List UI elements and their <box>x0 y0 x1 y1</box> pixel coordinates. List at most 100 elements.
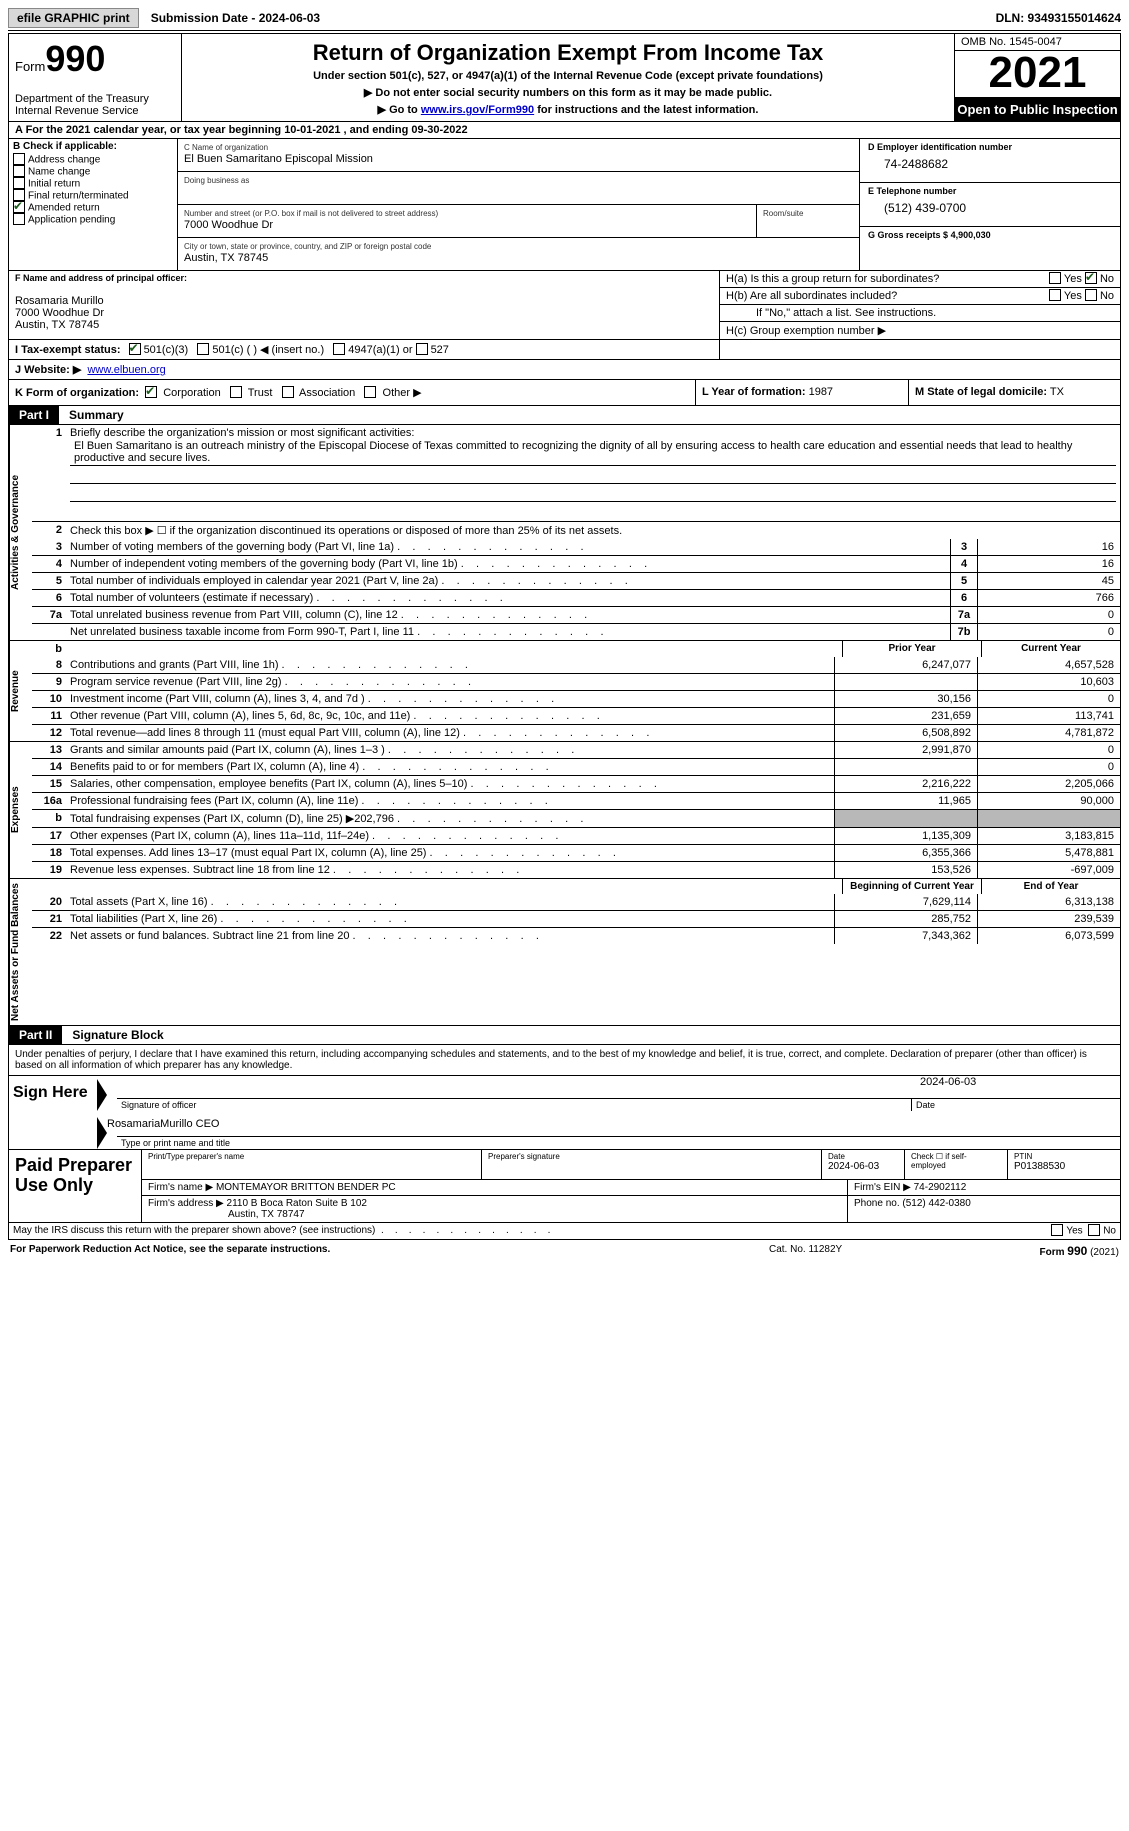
summary-row-16a: 16a Professional fundraising fees (Part … <box>32 792 1120 809</box>
hb-label: H(b) Are all subordinates included? <box>726 290 1049 302</box>
org-name: El Buen Samaritano Episcopal Mission <box>184 153 373 165</box>
side-net: Net Assets or Fund Balances <box>9 879 32 1025</box>
form-subtitle: Under section 501(c), 527, or 4947(a)(1)… <box>190 70 946 82</box>
col-eoy: End of Year <box>981 879 1120 894</box>
hb-note: If "No," attach a list. See instructions… <box>726 307 1114 319</box>
check-initial-return[interactable]: Initial return <box>13 178 173 190</box>
check-application-pending[interactable]: Application pending <box>13 214 173 226</box>
org-name-label: C Name of organization <box>184 143 268 152</box>
summary-row-21: 21 Total liabilities (Part X, line 26) 2… <box>32 910 1120 927</box>
part1-tag: Part I <box>9 406 59 424</box>
city-label: City or town, state or province, country… <box>184 242 431 251</box>
other-checkbox[interactable] <box>364 386 376 398</box>
discuss-no[interactable] <box>1088 1224 1100 1236</box>
org-city: Austin, TX 78745 <box>184 252 268 264</box>
firm-phone: (512) 442-0380 <box>902 1198 970 1209</box>
trust-checkbox[interactable] <box>230 386 242 398</box>
officer-label: F Name and address of principal officer: <box>15 273 713 283</box>
summary-row-18: 18 Total expenses. Add lines 13–17 (must… <box>32 844 1120 861</box>
sig-date-label: Date <box>911 1099 1120 1111</box>
l-label: L Year of formation: <box>702 386 806 398</box>
line2-discontinued: Check this box ▶ ☐ if the organization d… <box>66 522 1120 539</box>
summary-expenses: Expenses 13 Grants and similar amounts p… <box>8 742 1121 879</box>
goto-note: ▶ Go to www.irs.gov/Form990 for instruct… <box>190 103 946 116</box>
check-final-return-terminated[interactable]: Final return/terminated <box>13 190 173 202</box>
summary-activities: Activities & Governance 1 Briefly descri… <box>8 425 1121 641</box>
col-de: D Employer identification number 74-2488… <box>859 139 1120 270</box>
dept-treasury: Department of the Treasury Internal Reve… <box>15 93 175 117</box>
assoc-checkbox[interactable] <box>282 386 294 398</box>
ein-value: 74-2488682 <box>868 153 1112 171</box>
summary-net: Net Assets or Fund Balances Beginning of… <box>8 879 1121 1026</box>
col-c-org: C Name of organization El Buen Samaritan… <box>178 139 859 270</box>
corp-checkbox[interactable] <box>145 386 157 398</box>
paperwork-notice: For Paperwork Reduction Act Notice, see … <box>10 1244 769 1258</box>
mission-label: Briefly describe the organization's miss… <box>70 427 414 439</box>
section-fh: F Name and address of principal officer:… <box>8 271 1121 340</box>
check-address-change[interactable]: Address change <box>13 154 173 166</box>
cat-no: Cat. No. 11282Y <box>769 1244 969 1258</box>
form-number: Form990 <box>15 38 175 80</box>
addr-label: Number and street (or P.O. box if mail i… <box>184 209 438 218</box>
527-checkbox[interactable] <box>416 343 428 355</box>
summary-row-4: 4 Number of independent voting members o… <box>32 555 1120 572</box>
form-ref: Form 990 (2021) <box>969 1244 1119 1258</box>
part1-title: Summary <box>59 406 134 424</box>
part2-header: Part II Signature Block <box>8 1026 1121 1045</box>
efile-print-button[interactable]: efile GRAPHIC print <box>8 8 139 28</box>
name-title-label: Type or print name and title <box>117 1137 1120 1149</box>
ha-label: H(a) Is this a group return for subordin… <box>726 273 1049 285</box>
gross-value: 4,900,030 <box>951 230 991 240</box>
m-value: TX <box>1050 386 1064 398</box>
4947-checkbox[interactable] <box>333 343 345 355</box>
summary-row-22: 22 Net assets or fund balances. Subtract… <box>32 927 1120 944</box>
summary-row-7a: 7a Total unrelated business revenue from… <box>32 606 1120 623</box>
phone-value: (512) 439-0700 <box>868 197 1112 215</box>
summary-row-17: 17 Other expenses (Part IX, column (A), … <box>32 827 1120 844</box>
check-name-change[interactable]: Name change <box>13 166 173 178</box>
row-a-period: A For the 2021 calendar year, or tax yea… <box>8 122 1121 139</box>
side-revenue: Revenue <box>9 641 32 741</box>
sig-officer-label: Signature of officer <box>117 1099 911 1111</box>
row-i: I Tax-exempt status: 501(c)(3) 501(c) ( … <box>8 340 1121 360</box>
summary-row-3: 3 Number of voting members of the govern… <box>32 539 1120 555</box>
website-link[interactable]: www.elbuen.org <box>87 364 165 376</box>
discuss-line: May the IRS discuss this return with the… <box>8 1223 1121 1240</box>
sig-date: 2024-06-03 <box>920 1076 1120 1098</box>
l-value: 1987 <box>809 386 833 398</box>
summary-row-8: 8 Contributions and grants (Part VIII, l… <box>32 657 1120 673</box>
summary-row-6: 6 Total number of volunteers (estimate i… <box>32 589 1120 606</box>
summary-row-b: b Total fundraising expenses (Part IX, c… <box>32 809 1120 827</box>
hc-label: H(c) Group exemption number ▶ <box>726 324 1114 337</box>
firm-addr2: Austin, TX 78747 <box>228 1209 305 1220</box>
summary-row-13: 13 Grants and similar amounts paid (Part… <box>32 742 1120 758</box>
part1-header: Part I Summary <box>8 406 1121 425</box>
501c-checkbox[interactable] <box>197 343 209 355</box>
summary-row-14: 14 Benefits paid to or for members (Part… <box>32 758 1120 775</box>
open-to-public: Open to Public Inspection <box>955 98 1120 121</box>
col-current: Current Year <box>981 641 1120 657</box>
discuss-yes[interactable] <box>1051 1224 1063 1236</box>
check-amended-return[interactable]: Amended return <box>13 202 173 214</box>
irs-link[interactable]: www.irs.gov/Form990 <box>421 104 534 116</box>
summary-row-15: 15 Salaries, other compensation, employe… <box>32 775 1120 792</box>
sig-arrow-icon <box>97 1117 107 1149</box>
ssn-note: ▶ Do not enter social security numbers o… <box>190 86 946 99</box>
j-label: J Website: ▶ <box>15 364 81 376</box>
footer-bar: For Paperwork Reduction Act Notice, see … <box>8 1240 1121 1258</box>
firm-addr1: 2110 B Boca Raton Suite B 102 <box>227 1198 367 1209</box>
summary-row-10: 10 Investment income (Part VIII, column … <box>32 690 1120 707</box>
501c3-checkbox[interactable] <box>129 343 141 355</box>
firm-name: MONTEMAYOR BRITTON BENDER PC <box>216 1182 396 1193</box>
room-label: Room/suite <box>763 209 803 218</box>
dba-label: Doing business as <box>184 176 249 185</box>
officer-name-title: RosamariaMurillo CEO <box>107 1118 1120 1136</box>
officer-name: Rosamaria Murillo <box>15 295 104 307</box>
summary-row-9: 9 Program service revenue (Part VIII, li… <box>32 673 1120 690</box>
i-label: I Tax-exempt status: <box>15 344 121 356</box>
summary-row-12: 12 Total revenue—add lines 8 through 11 … <box>32 724 1120 741</box>
perjury-text: Under penalties of perjury, I declare th… <box>8 1045 1121 1076</box>
section-bcde: B Check if applicable: Address changeNam… <box>8 139 1121 271</box>
summary-row-7b: Net unrelated business taxable income fr… <box>32 623 1120 640</box>
top-bar: efile GRAPHIC print Submission Date - 20… <box>8 8 1121 31</box>
